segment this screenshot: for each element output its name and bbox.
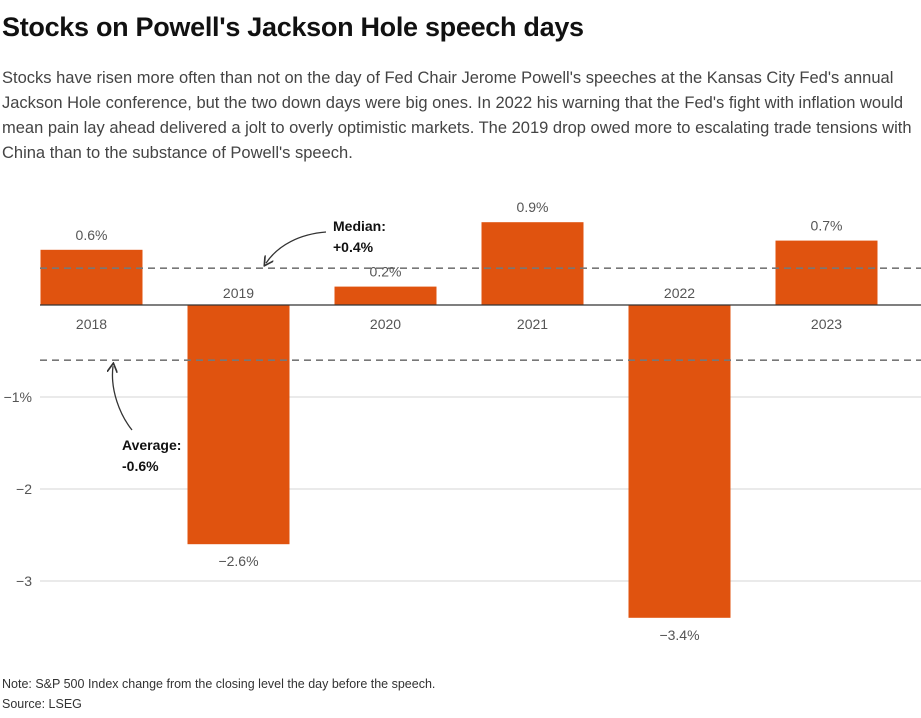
- gridlines: [40, 396, 921, 582]
- footnote: Note: S&P 500 Index change from the clos…: [2, 677, 436, 691]
- bar-2019: [187, 305, 290, 545]
- bar-2018: [40, 249, 143, 305]
- y-tick-label: −1%: [4, 389, 32, 405]
- bars: [40, 222, 878, 618]
- bar-chart-svg: −1% −2 −3 2018 0.6% 2019 −2.6% 2020 0.2% 2021 0.9%…: [4, 199, 921, 643]
- y-tick-label: −2: [16, 481, 32, 497]
- chart-footer: Note: S&P 500 Index change from the clos…: [2, 674, 435, 714]
- value-label: −2.6%: [218, 553, 258, 569]
- category-label: 2021: [517, 316, 548, 332]
- average-annotation-label: Average:: [122, 437, 181, 453]
- category-label: 2019: [223, 285, 254, 301]
- value-label: 0.7%: [811, 218, 843, 234]
- median-annotation-value: +0.4%: [333, 239, 374, 255]
- category-label: 2023: [811, 316, 842, 332]
- category-label: 2022: [664, 285, 695, 301]
- bar-2021: [481, 222, 584, 305]
- average-arrow: [112, 366, 133, 431]
- bar-2023: [775, 240, 878, 305]
- average-annotation-value: -0.6%: [122, 458, 159, 474]
- value-label: 0.6%: [76, 227, 108, 243]
- reference-lines: [40, 231, 921, 431]
- bar-2020: [334, 286, 437, 305]
- category-label: 2018: [76, 316, 107, 332]
- value-label: 0.9%: [517, 199, 549, 215]
- value-label: 0.2%: [370, 264, 402, 280]
- y-tick-label: −3: [16, 573, 32, 589]
- chart-title: Stocks on Powell's Jackson Hole speech d…: [2, 12, 584, 42]
- median-arrow: [266, 231, 327, 263]
- bar-2022: [628, 305, 731, 618]
- bar-chart: −1% −2 −3 2018 0.6% 2019 −2.6% 2020 0.2% 2021 0.9%…: [0, 190, 921, 660]
- median-annotation-label: Median:: [333, 218, 386, 234]
- source-credit: Source: LSEG: [2, 697, 82, 711]
- value-label: −3.4%: [659, 627, 699, 643]
- chart-subtitle: Stocks have risen more often than not on…: [2, 69, 912, 162]
- category-label: 2020: [370, 316, 401, 332]
- labels: −1% −2 −3 2018 0.6% 2019 −2.6% 2020 0.2% 2021 0.9%…: [4, 199, 843, 643]
